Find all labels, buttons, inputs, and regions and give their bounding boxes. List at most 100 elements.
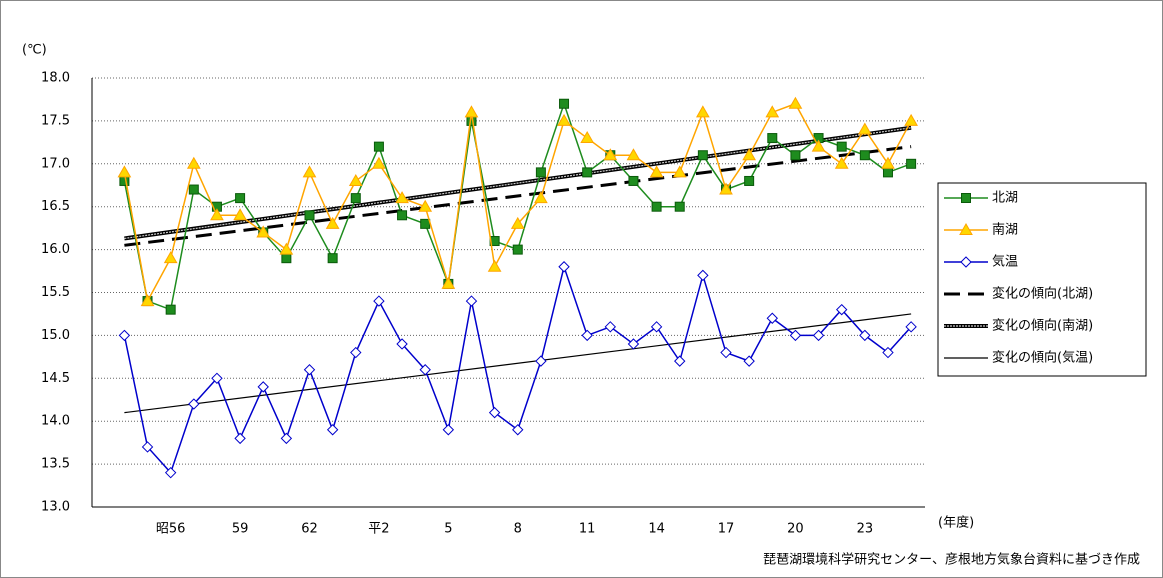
y-unit: (℃) xyxy=(22,43,47,58)
data-point xyxy=(488,406,501,419)
data-point xyxy=(512,424,524,436)
y-tick-label: 15.5 xyxy=(41,285,70,300)
data-point xyxy=(672,165,687,178)
x-tick-label: 14 xyxy=(648,522,665,537)
x-tick-label: 5 xyxy=(444,522,452,537)
data-point xyxy=(581,329,593,342)
data-point xyxy=(419,364,431,376)
data-point xyxy=(811,139,826,152)
data-point xyxy=(603,148,618,161)
data-point xyxy=(119,175,130,186)
data-point xyxy=(350,193,361,204)
data-point xyxy=(441,276,456,289)
data-point xyxy=(163,251,178,264)
data-point xyxy=(649,165,664,178)
data-point xyxy=(464,105,479,118)
data-point xyxy=(742,148,757,161)
data-point xyxy=(882,167,893,178)
y-tick-label: 18.0 xyxy=(41,71,70,86)
data-point xyxy=(280,432,293,445)
data-point xyxy=(373,295,385,307)
x-tick-label: 59 xyxy=(232,522,249,537)
legend-label: 南湖 xyxy=(992,222,1018,238)
x-tick-label: 62 xyxy=(301,522,318,537)
y-tick-label: 14.0 xyxy=(41,414,70,429)
data-point xyxy=(140,294,155,307)
legend-marker xyxy=(959,222,973,235)
x-tick-label: 11 xyxy=(579,522,596,537)
data-point xyxy=(465,295,478,307)
data-point xyxy=(233,208,247,221)
data-point xyxy=(905,321,917,333)
data-point xyxy=(211,372,223,385)
data-point xyxy=(117,165,132,178)
data-point xyxy=(765,105,780,118)
y-tick-label: 14.5 xyxy=(41,371,70,386)
x-tick-label: 17 xyxy=(718,522,735,537)
legend-label: 北湖 xyxy=(992,191,1018,206)
data-point xyxy=(790,150,801,161)
data-point xyxy=(281,253,292,264)
y-tick-label: 13.5 xyxy=(41,457,70,472)
data-point xyxy=(859,329,871,342)
data-point xyxy=(373,141,384,152)
data-point xyxy=(904,113,918,126)
data-point xyxy=(859,150,870,161)
legend-label: 気温 xyxy=(992,254,1018,270)
y-tick-label: 13.0 xyxy=(41,500,70,515)
data-point xyxy=(348,173,363,186)
data-point xyxy=(420,218,431,229)
data-point xyxy=(141,441,154,453)
legend-label: 変化の傾向(南湖) xyxy=(992,318,1093,334)
data-point xyxy=(766,312,778,324)
data-point xyxy=(165,304,176,315)
data-point xyxy=(835,303,848,316)
data-point xyxy=(559,98,570,109)
data-point xyxy=(279,242,294,255)
data-point xyxy=(395,191,409,204)
x-tick-label: 平2 xyxy=(368,522,389,537)
data-point xyxy=(210,208,224,221)
data-point xyxy=(696,105,710,118)
data-point xyxy=(558,261,570,273)
data-point xyxy=(604,321,617,333)
data-point xyxy=(720,346,732,359)
data-point xyxy=(186,156,201,169)
data-point xyxy=(188,398,200,410)
data-point xyxy=(534,191,548,204)
data-point xyxy=(719,182,733,195)
y-tick-label: 17.5 xyxy=(41,113,70,128)
data-point xyxy=(442,424,455,436)
data-point xyxy=(744,175,755,186)
data-point xyxy=(627,338,640,350)
data-point xyxy=(582,167,593,178)
data-point xyxy=(512,244,523,255)
data-point xyxy=(188,184,199,195)
data-point xyxy=(626,148,641,161)
data-point xyxy=(304,210,315,221)
data-point xyxy=(834,156,849,169)
data-point xyxy=(164,466,177,479)
y-tick-label: 15.0 xyxy=(41,328,70,343)
data-point xyxy=(881,156,895,169)
data-point xyxy=(487,259,502,272)
legend-label: 変化の傾向(気温) xyxy=(992,350,1093,366)
y-tick-label: 16.5 xyxy=(41,199,70,214)
data-point xyxy=(118,329,131,342)
data-point xyxy=(836,141,847,152)
data-point xyxy=(396,338,408,350)
trend-line xyxy=(124,313,912,414)
data-point xyxy=(557,113,571,126)
data-point xyxy=(256,225,271,238)
data-point xyxy=(857,122,872,135)
data-point xyxy=(674,201,685,212)
data-point xyxy=(327,253,338,264)
data-point xyxy=(674,355,686,367)
data-point xyxy=(418,199,433,212)
data-point xyxy=(767,133,778,144)
data-point xyxy=(372,156,386,169)
data-point xyxy=(651,201,662,212)
data-point xyxy=(812,329,825,342)
data-point xyxy=(510,216,525,229)
